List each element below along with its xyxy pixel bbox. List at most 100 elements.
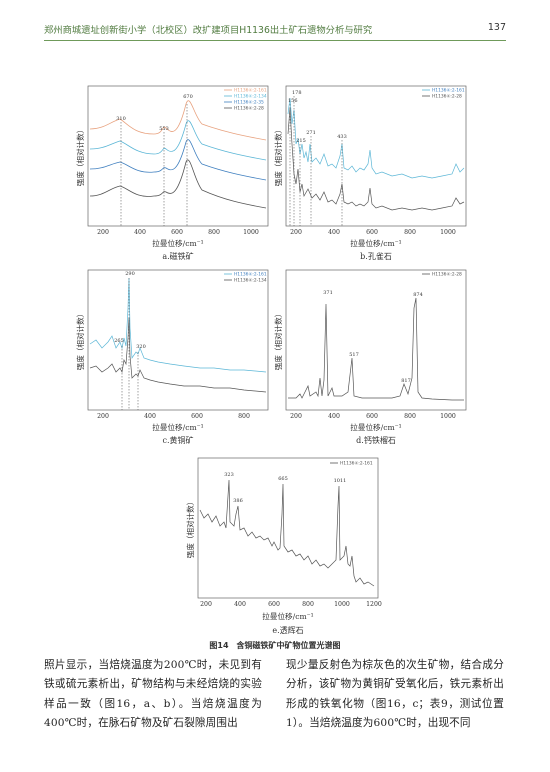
panel-andradite: 强度（相对计数） 200 400 600 800 1000 拉曼位移/cm⁻¹ … [272, 268, 472, 446]
panel-magnetite: 强度（相对计数） 200 400 600 800 1000 拉曼位移/cm⁻¹ … [74, 84, 274, 262]
y-axis-label: 强度（相对计数） [273, 126, 283, 187]
y-axis-label: 强度（相对计数） [273, 310, 283, 371]
x-axis-label: 拉曼位移/cm⁻¹ [152, 238, 203, 248]
x-tick: 400 [234, 601, 246, 608]
x-tick: 200 [97, 229, 109, 236]
legend-entry: H1136②:2-161 [234, 272, 267, 278]
peak-label: 178 [292, 90, 302, 96]
panel-sublabel: b.孔雀石 [360, 251, 392, 261]
x-tick: 1000 [334, 601, 350, 608]
peak-label: 386 [233, 498, 243, 504]
legend-entry: H1136②:2-35 [234, 100, 264, 106]
page-number: 137 [487, 22, 506, 33]
x-tick: 600 [191, 413, 203, 420]
peak-label: 290 [125, 271, 135, 277]
spectrum-cyan [89, 120, 267, 161]
plot-frame [87, 85, 269, 227]
peak-label: 265 [114, 338, 124, 344]
x-axis-label: 拉曼位移/cm⁻¹ [350, 238, 401, 248]
peak-label: 433 [337, 134, 347, 140]
panel-chalcopyrite: 强度（相对计数） 200 400 600 800 拉曼位移/cm⁻¹ c.黄铜矿… [74, 268, 274, 446]
x-tick: 600 [171, 229, 183, 236]
x-tick: 800 [404, 229, 416, 236]
panel-sublabel: a.磁铁矿 [162, 251, 193, 261]
peak-label: 271 [306, 130, 316, 136]
peak-label: 371 [323, 290, 333, 296]
peak-label: 817 [401, 378, 411, 384]
x-tick: 200 [290, 413, 302, 420]
legend-entry: H1136②:2-161 [432, 88, 465, 94]
x-ticks: 200 400 600 800 1000 1200 [200, 601, 382, 608]
running-header: 郑州商城遗址创新街小学（北校区）改扩建项目H1136出土矿石遗物分析与研究 13… [44, 22, 506, 44]
x-tick: 400 [328, 229, 340, 236]
spectrum-gray [288, 297, 464, 401]
peak-label: 517 [349, 352, 359, 358]
body-text-right: 现少量反射色为棕灰色的次生矿物，结合成分分析，该矿物为黄铜矿受氧化后，铁元素析出… [286, 659, 504, 730]
x-tick: 600 [366, 229, 378, 236]
body-text-left: 照片显示，当焙烧温度为200℃时，未见到有铁或硫元素析出，矿物结构与未经焙烧的实… [44, 659, 262, 730]
peak-label: 670 [183, 94, 193, 100]
plot-frame [87, 269, 269, 411]
legend-entry: H1136②:2-28 [432, 94, 462, 100]
peak-label: 1011 [334, 478, 347, 484]
x-tick: 800 [302, 601, 314, 608]
x-tick: 400 [134, 229, 146, 236]
plot-frame [285, 269, 467, 411]
x-axis-label: 拉曼位移/cm⁻¹ [152, 422, 203, 432]
figure-caption: 图14 含铜磁铁矿中矿物位置光谱图 [209, 641, 341, 650]
legend-entry: H1136②:2-134 [234, 278, 267, 284]
spectrum-gray [199, 479, 375, 587]
panel-sublabel: c.黄铜矿 [162, 435, 193, 445]
x-tick: 800 [208, 229, 220, 236]
panel-malachite: 强度（相对计数） 200 400 600 800 1000 拉曼位移/cm⁻¹ … [272, 84, 472, 262]
header-rule [44, 40, 506, 41]
plot-frame [285, 85, 467, 227]
x-tick: 800 [404, 413, 416, 420]
x-ticks: 200 400 600 800 1000 [97, 229, 259, 236]
x-tick: 1200 [366, 601, 382, 608]
spectrum-cyan [287, 97, 465, 179]
legend-entry: H1136②:2-161 [234, 88, 267, 94]
x-tick: 400 [328, 413, 340, 420]
panel-diopside: 强度（相对计数） 200 400 600 800 1000 1200 拉曼位移/… [174, 456, 384, 636]
plot-frame [197, 457, 379, 599]
peak-label: 665 [278, 476, 288, 482]
spectrum-gray [89, 159, 267, 209]
legend: H1136②:2-161 H1136②:2-134 [224, 272, 267, 284]
peak-label: 156 [288, 98, 298, 104]
x-tick: 600 [268, 601, 280, 608]
x-tick: 1000 [440, 413, 456, 420]
legend-entry: H1136②:2-134 [234, 94, 267, 100]
legend-entry: H1136②:2-28 [432, 272, 462, 278]
legend: H1136②:2-161 H1136②:2-134 H1136②:2-35 H1… [224, 88, 267, 112]
peak-label: 553 [159, 126, 169, 132]
panel-sublabel: e.透辉石 [272, 626, 303, 635]
legend: H1136②:2-161 [330, 461, 373, 467]
x-tick: 600 [366, 413, 378, 420]
x-tick: 200 [97, 413, 109, 420]
x-axis-label: 拉曼位移/cm⁻¹ [262, 611, 313, 621]
spectrum-blue [89, 139, 267, 181]
x-tick: 800 [238, 413, 250, 420]
peak-label: 310 [116, 116, 126, 122]
spectrum-cyan [89, 277, 267, 373]
legend-entry: H1136②:2-28 [234, 106, 264, 112]
x-tick: 200 [290, 229, 302, 236]
legend-entry: H1136②:2-161 [340, 461, 373, 467]
spectrum-orange [89, 100, 267, 141]
spectrum-gray [89, 317, 267, 393]
x-tick: 1000 [243, 229, 259, 236]
peak-label: 215 [296, 138, 306, 144]
x-ticks: 200 400 600 800 1000 [290, 229, 456, 236]
peak-label: 323 [224, 472, 234, 478]
peak-label: 874 [413, 292, 423, 298]
legend: H1136②:2-161 H1136②:2-28 [422, 88, 465, 100]
peak-label: 320 [136, 344, 146, 350]
x-tick: 1000 [440, 229, 456, 236]
x-tick: 200 [200, 601, 212, 608]
legend: H1136②:2-28 [422, 272, 462, 278]
y-axis-label: 强度（相对计数） [185, 498, 195, 559]
spectrum-gray [287, 107, 465, 211]
x-ticks: 200 400 600 800 [97, 413, 250, 420]
panel-sublabel: d.钙铁榴石 [356, 435, 396, 445]
